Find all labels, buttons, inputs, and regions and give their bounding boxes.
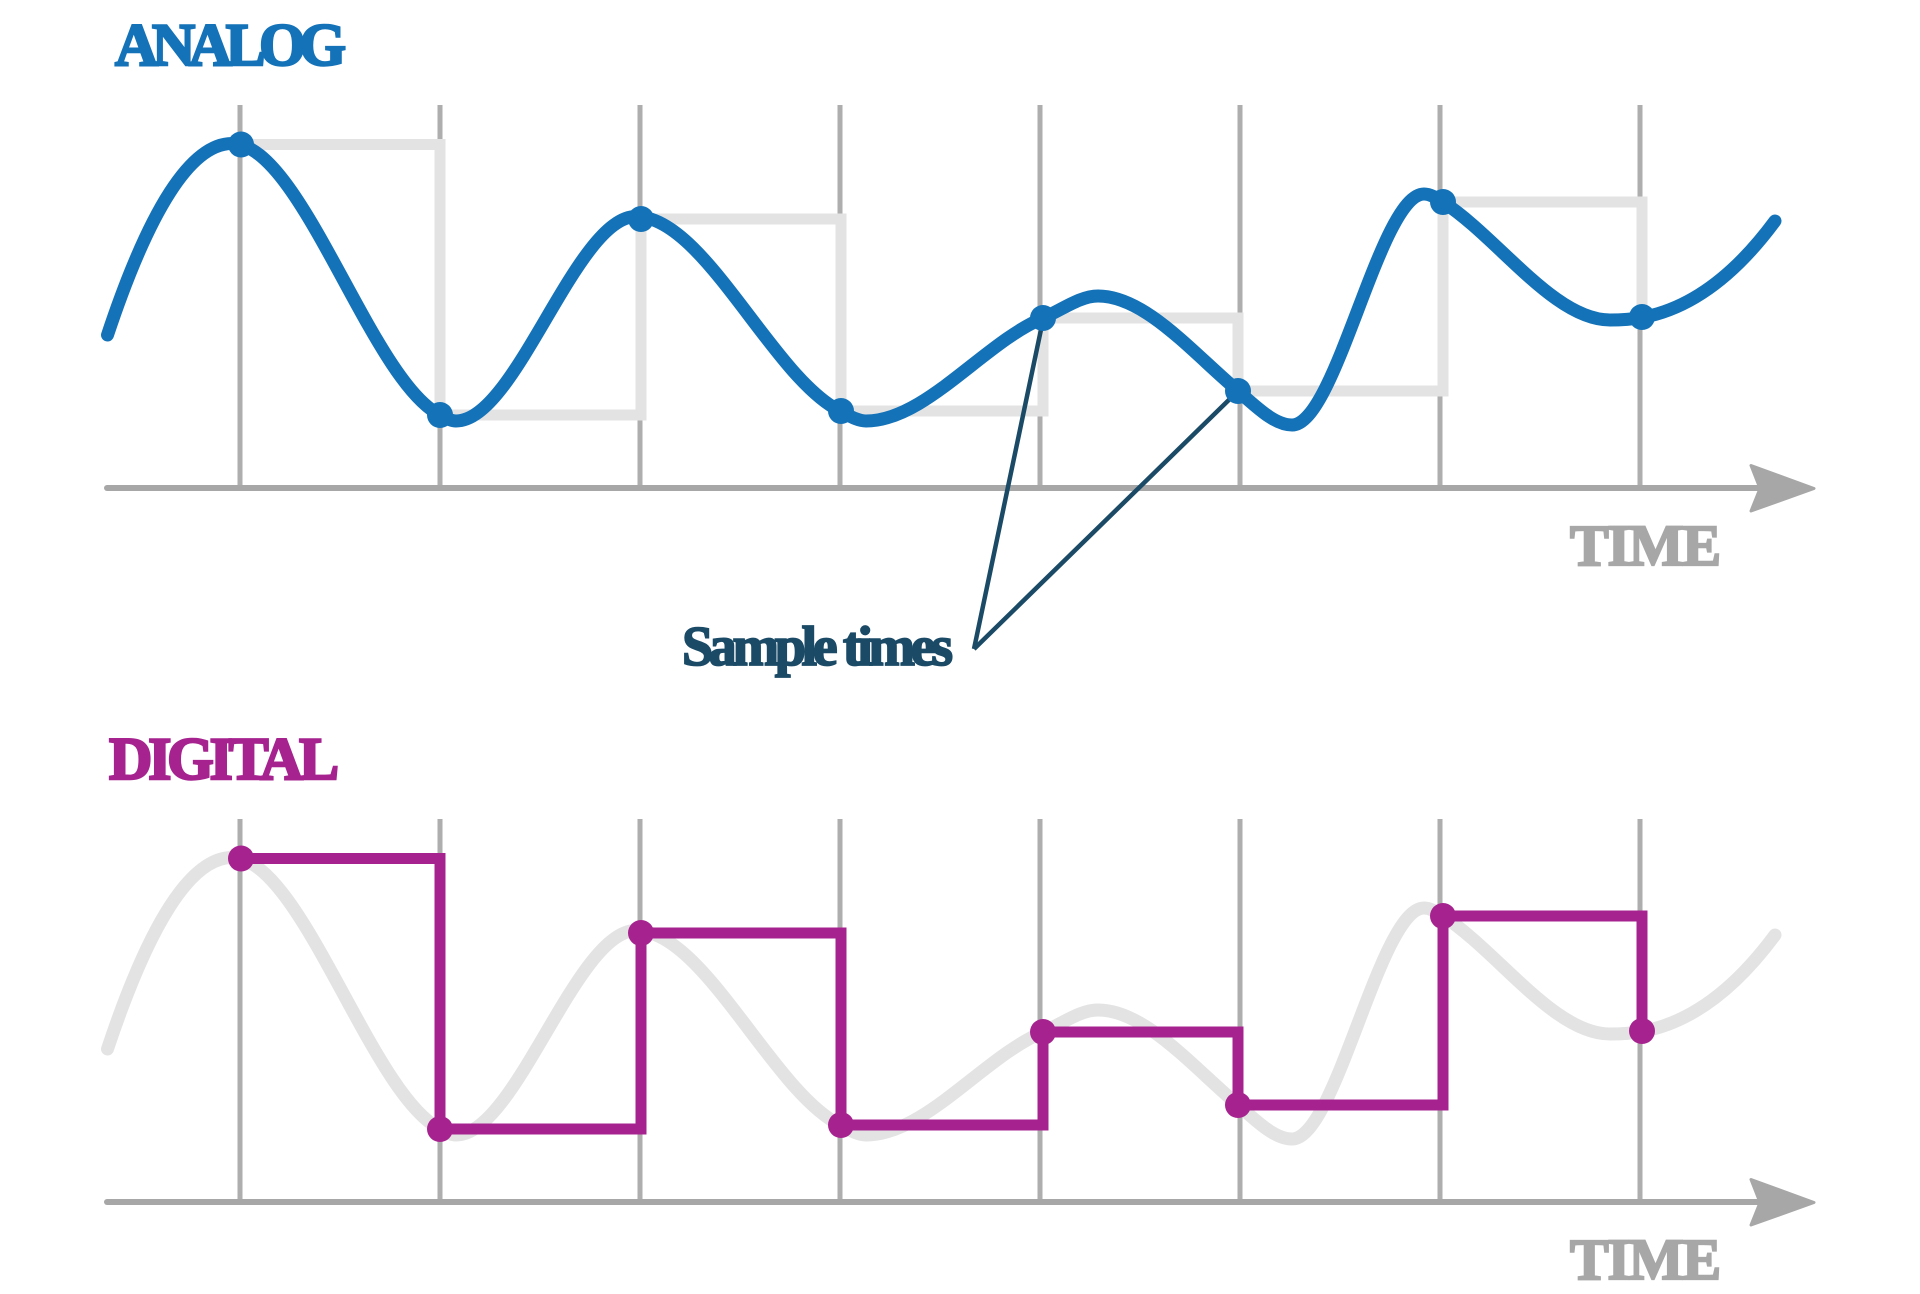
svg-text:TIME: TIME [1570,1227,1721,1292]
svg-text:DIGITAL: DIGITAL [109,726,339,792]
svg-text:TIME: TIME [1570,513,1721,578]
svg-text:Sample times: Sample times [682,616,953,678]
svg-text:ANALOG: ANALOG [115,12,346,78]
